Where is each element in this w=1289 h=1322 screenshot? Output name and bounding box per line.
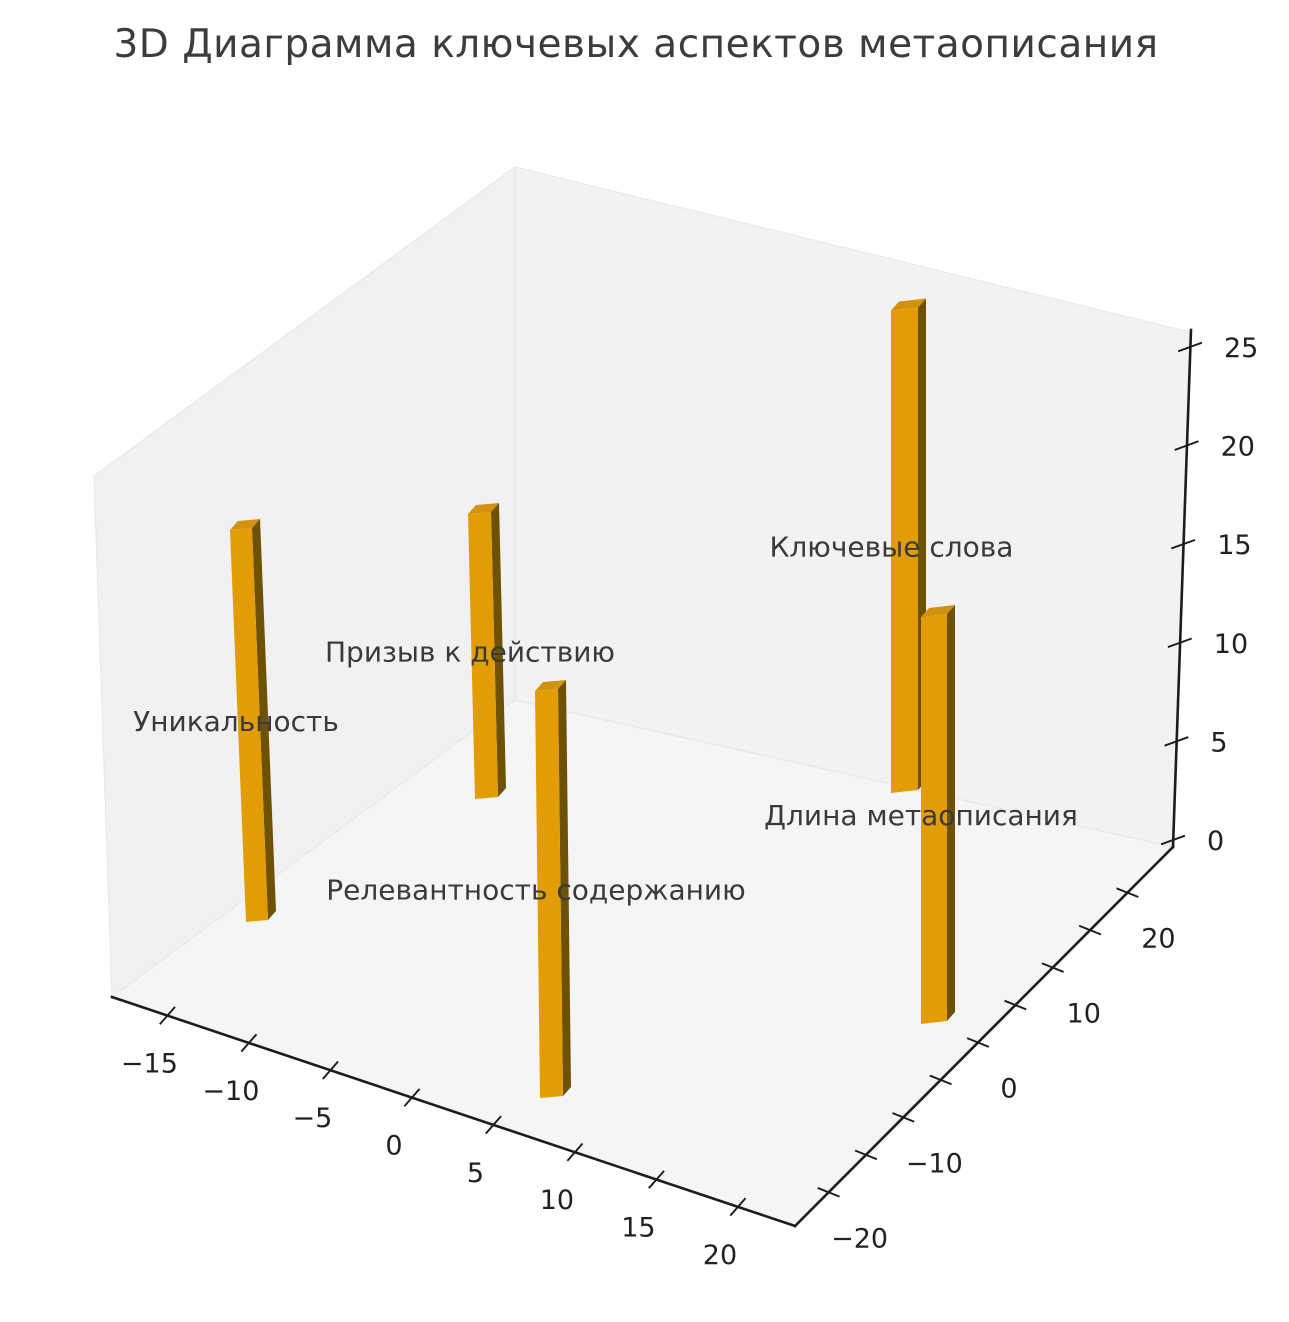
x-tick-label: −10 (202, 1076, 259, 1107)
z-tick-mark (1160, 834, 1186, 846)
bar-4 (921, 605, 955, 1024)
bar-top-face (535, 680, 566, 691)
bar-2 (468, 503, 506, 799)
z-tick-mark (1174, 440, 1199, 451)
x-tick-label: 15 (621, 1213, 655, 1244)
z-tick-label: 0 (1207, 826, 1224, 857)
y-tick-mark (854, 1149, 878, 1161)
bar-side-face (252, 519, 276, 920)
chart-title: 3D Диаграмма ключевых аспектов метаописа… (113, 22, 1159, 67)
y-axis-spine (793, 845, 1175, 1228)
x-tick-mark (566, 1142, 584, 1162)
y-tick-mark (1004, 999, 1027, 1011)
bar-side-face (558, 680, 571, 1096)
bar-side-face (947, 605, 955, 1021)
x-tick-mark (159, 1006, 176, 1025)
z-tick-label: 10 (1214, 629, 1248, 660)
y-tick-label: −10 (906, 1148, 963, 1179)
x-axis-spine (110, 995, 797, 1228)
axis-lines (110, 328, 1203, 1228)
z-tick-mark (1177, 341, 1203, 353)
x-tick-label: −15 (121, 1049, 178, 1080)
tick-labels: −15 −10 −5 0 5 10 15 20 −20 −10 0 10 20 0 5 10 15 20 25 (121, 333, 1258, 1271)
bar-label: Ключевые слова (770, 530, 1014, 563)
bar-label: Уникальность (133, 705, 339, 738)
y-tick-mark (817, 1187, 840, 1198)
x-tick-mark (322, 1060, 339, 1080)
z-tick-label: 25 (1224, 333, 1258, 364)
bar-top-face (891, 298, 926, 311)
bar-front-face (891, 307, 918, 793)
bar-label: Призыв к действию (325, 636, 615, 669)
bar-front-face (921, 614, 947, 1024)
bar-front-face (230, 528, 268, 922)
y-tick-mark (892, 1112, 915, 1123)
y-tick-mark (1116, 887, 1139, 898)
y-tick-mark (929, 1074, 952, 1086)
y-tick-label: −20 (831, 1223, 888, 1254)
bar-top-face (468, 503, 499, 514)
x-tick-mark (403, 1088, 421, 1107)
z-tick-label: 20 (1221, 432, 1255, 463)
y-tick-label: 0 (1000, 1073, 1017, 1104)
x-tick-label: 5 (467, 1158, 484, 1189)
z-tick-mark (1167, 637, 1193, 649)
x-tick-label: −5 (293, 1103, 333, 1134)
z-tick-label: 5 (1210, 727, 1227, 758)
bar-5 (535, 680, 571, 1098)
z-tick-mark (1170, 538, 1196, 550)
bar-label: Релевантность содержанию (326, 874, 745, 907)
y-tick-mark (1078, 924, 1102, 936)
x-tick-mark (485, 1115, 502, 1135)
x-tick-mark (729, 1197, 747, 1217)
x-tick-mark (648, 1170, 665, 1189)
y-tick-label: 10 (1067, 999, 1101, 1030)
bar-front-face (468, 512, 498, 799)
y-tick-label: 20 (1141, 924, 1175, 955)
x-tick-label: 0 (385, 1131, 402, 1162)
x-tick-mark (240, 1033, 258, 1053)
z-axis-spine (1171, 328, 1193, 849)
z-tick-mark (1164, 736, 1189, 747)
y-tick-mark (966, 1037, 990, 1048)
bars-3d (230, 298, 955, 1098)
bar-label: Длина метаописания (764, 799, 1078, 832)
bar-top-face (230, 519, 260, 530)
z-tick-label: 15 (1217, 530, 1251, 561)
y-tick-mark (1041, 962, 1064, 973)
bar-top-face (921, 605, 955, 617)
bar-front-face (535, 689, 563, 1098)
axes-panes (93, 166, 1191, 1227)
x-tick-label: 20 (703, 1240, 737, 1271)
bar-3 (230, 519, 276, 922)
bar-side-face (491, 503, 506, 797)
bar-labels: Ключевые слова Призыв к действию Уникально… (133, 530, 1078, 906)
x-tick-label: 10 (540, 1185, 574, 1216)
